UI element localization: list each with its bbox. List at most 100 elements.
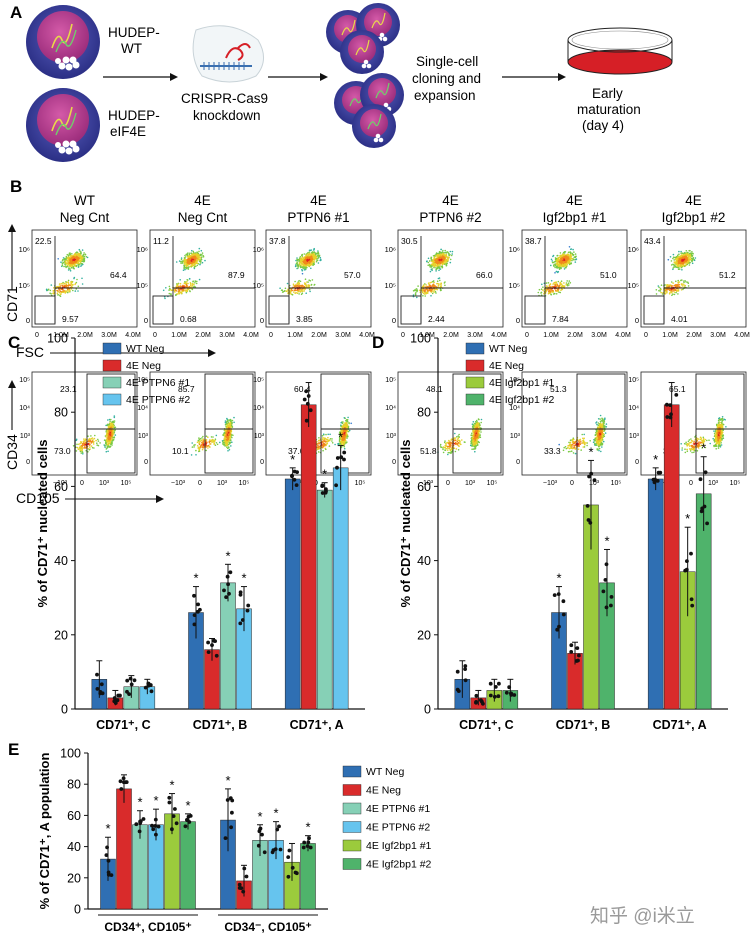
flow-event [342, 441, 345, 444]
flow-event [87, 440, 89, 443]
flow-event [424, 283, 426, 285]
flow-event [88, 448, 91, 451]
flow-event [107, 435, 109, 438]
flow-event [307, 253, 310, 255]
flow-event [199, 437, 202, 440]
y-tick-label: 10⁶ [19, 245, 30, 254]
flow-event [429, 290, 432, 292]
flow-event [63, 286, 65, 288]
flow-event [448, 254, 450, 256]
flow-event [110, 426, 113, 429]
flow-event [301, 259, 304, 262]
flow-event [201, 448, 204, 451]
flow-event [447, 442, 450, 445]
flow-event [198, 278, 201, 281]
flow-event [198, 449, 200, 451]
flow-event [107, 419, 109, 421]
flow-event [58, 285, 61, 288]
flow-event [425, 284, 427, 286]
flow-event [470, 434, 473, 437]
flow-event [477, 425, 479, 428]
flow-event [228, 440, 230, 442]
flow-event [567, 260, 569, 263]
flow-event [107, 443, 110, 446]
flow-event [449, 443, 452, 446]
x-tick-label: 3.0M [467, 332, 483, 339]
flow-event [318, 445, 320, 448]
flow-event [565, 255, 568, 257]
flow-event [471, 445, 473, 447]
flow-event [168, 292, 171, 295]
flow-event [112, 438, 115, 441]
flow-event [338, 438, 341, 441]
flow-event [285, 290, 288, 292]
flow-event [309, 253, 311, 255]
flow-event [563, 253, 565, 256]
flow-event [191, 282, 194, 285]
flow-event [438, 256, 441, 259]
flow-event [560, 258, 563, 261]
flow-event [296, 258, 298, 261]
flow-event [458, 439, 461, 442]
flow-event [200, 254, 203, 256]
flow-event [89, 439, 92, 442]
x-tick-label: 2.0M [77, 332, 93, 339]
flow-event [438, 250, 441, 253]
flow-event [303, 266, 305, 268]
flow-event [447, 447, 449, 450]
flow-event [222, 441, 224, 443]
flow-event [308, 251, 311, 253]
flow-event [46, 289, 48, 292]
flow-event [188, 277, 191, 280]
flow-event [66, 257, 69, 259]
flow-event [226, 442, 228, 445]
flow-event [339, 442, 342, 445]
flow-event [469, 444, 472, 447]
flow-event [72, 445, 75, 447]
flow-event [313, 283, 316, 286]
flow-event [475, 437, 477, 439]
x-tick-label: −10³ [53, 480, 68, 487]
flow-event [569, 255, 572, 257]
flow-event [110, 439, 112, 442]
maturation-label-2: maturation [577, 102, 641, 117]
flow-event [449, 258, 452, 261]
flow-event [301, 255, 304, 257]
flow-event [445, 253, 448, 256]
cell-cluster-icon [326, 3, 404, 148]
flow-event [473, 435, 476, 437]
flow-event [302, 266, 304, 268]
flow-event [432, 283, 435, 286]
flow-event [79, 449, 82, 452]
flow-event [300, 293, 303, 296]
y-tick-label: 10⁵ [137, 377, 148, 384]
cell-eif4e-icon [26, 88, 100, 162]
flow-event [572, 253, 575, 256]
flow-event [304, 283, 306, 286]
flow-event [310, 249, 313, 251]
x-tick-label: 10³ [465, 480, 476, 487]
flow-event [280, 289, 283, 292]
flow-event [209, 446, 211, 448]
flow-event [314, 252, 317, 254]
flow-event [104, 435, 107, 437]
flow-event [432, 255, 435, 257]
flow-event [439, 443, 442, 446]
flow-event [436, 282, 439, 285]
flow-event [202, 435, 204, 438]
flow-event [106, 439, 108, 441]
flow-event [49, 292, 51, 295]
flow-event [317, 451, 320, 453]
flow-event [210, 439, 213, 442]
y-tick-label: 10⁵ [385, 377, 396, 384]
flow-event [83, 446, 86, 449]
flow-event [456, 443, 459, 445]
flow-event [60, 293, 62, 295]
flow-event [216, 443, 219, 446]
flow-event [105, 442, 107, 444]
flow-event [551, 261, 554, 264]
flow-event [416, 296, 418, 299]
flow-event [430, 295, 432, 297]
